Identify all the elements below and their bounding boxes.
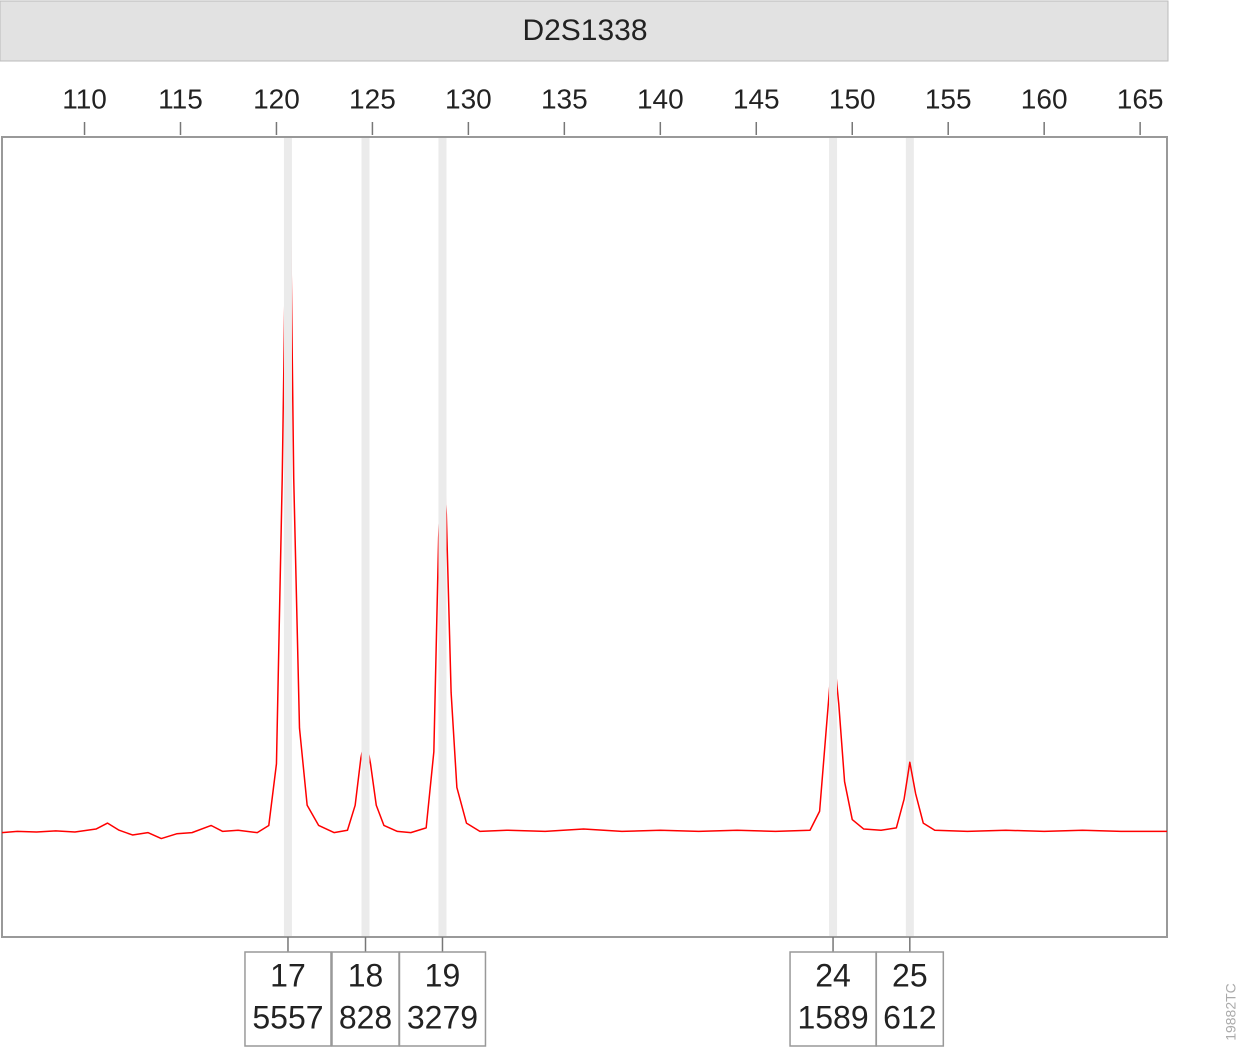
x-tick-label: 135 — [541, 83, 588, 114]
chart-title: D2S1338 — [522, 14, 647, 47]
allele-label: 18 — [348, 957, 384, 993]
allele-label: 24 — [815, 957, 851, 993]
x-tick-label: 130 — [445, 83, 492, 114]
x-tick-label: 110 — [62, 83, 107, 114]
x-tick-label: 140 — [637, 83, 684, 114]
x-tick-label: 165 — [1117, 83, 1164, 114]
allele-box — [331, 951, 400, 1047]
allele-height: 5557 — [252, 999, 323, 1035]
allele-box — [244, 951, 332, 1047]
x-tick-label: 120 — [253, 83, 300, 114]
allele-height: 612 — [883, 999, 936, 1035]
allele-height: 3279 — [407, 999, 478, 1035]
allele-bin — [905, 138, 914, 936]
allele-label: 17 — [270, 957, 306, 993]
allele-box — [398, 951, 487, 1047]
figure-id: 19882TC — [1223, 983, 1239, 1041]
allele-height: 1589 — [797, 999, 868, 1035]
x-tick-label: 125 — [349, 83, 396, 114]
trace — [1, 174, 1167, 840]
allele-box — [789, 951, 877, 1047]
allele-height: 828 — [339, 999, 392, 1035]
x-tick-label: 155 — [925, 83, 972, 114]
x-tick-label: 115 — [158, 83, 203, 114]
header-bar — [0, 0, 1169, 62]
allele-label: 25 — [892, 957, 928, 993]
allele-bin — [361, 138, 370, 936]
allele-bin — [438, 138, 447, 936]
allele-box — [875, 951, 945, 1047]
allele-label: 19 — [425, 957, 461, 993]
x-tick-label: 160 — [1021, 83, 1068, 114]
x-tick-label: 150 — [829, 83, 876, 114]
plot-area — [1, 136, 1168, 938]
x-tick-label: 145 — [733, 83, 780, 114]
allele-bin — [283, 138, 292, 936]
allele-bin — [829, 138, 838, 936]
